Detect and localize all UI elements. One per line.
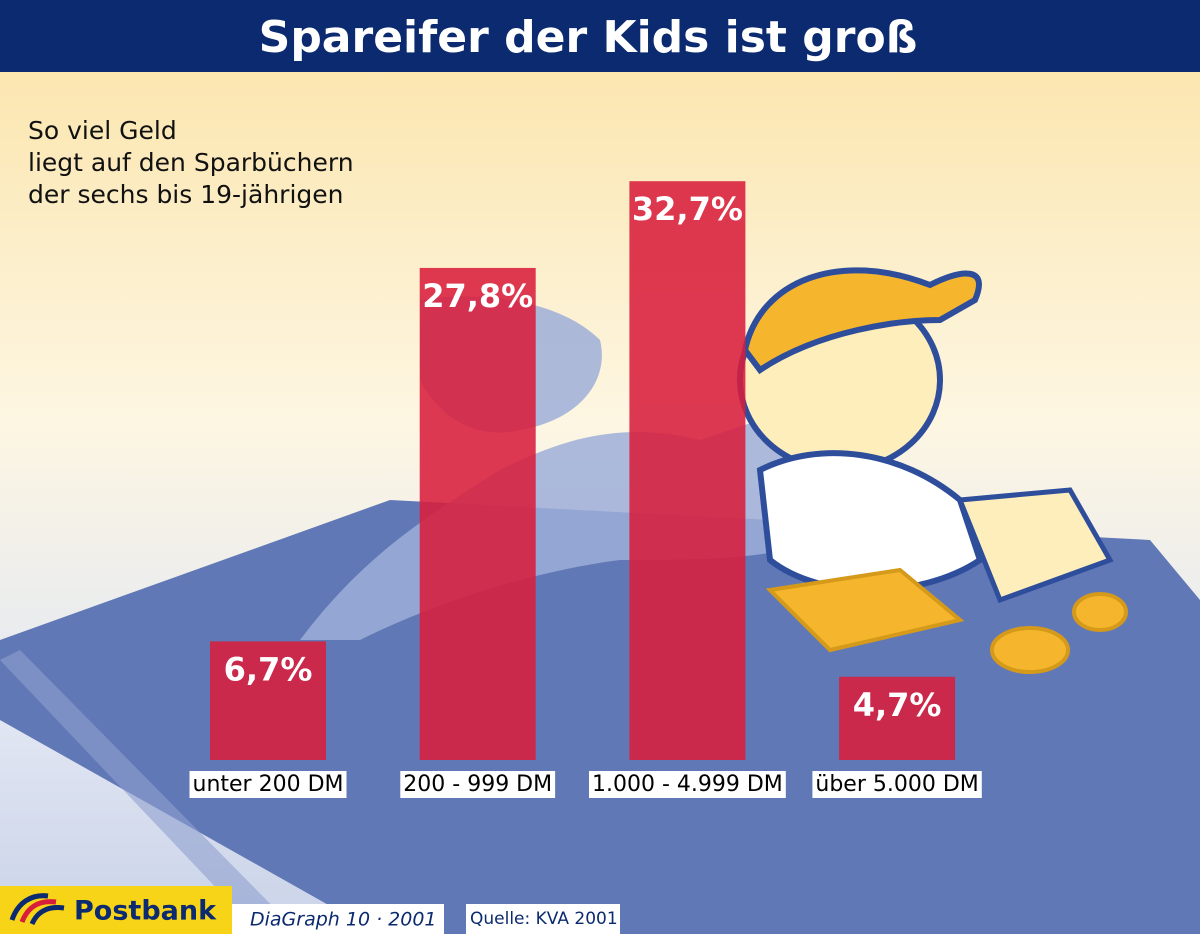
rug-highlight	[0, 650, 300, 934]
label-box	[588, 771, 786, 798]
bars: 6,7% unter 200 DM 27,8% 200 - 999 DM 32,7% 1.…	[189, 181, 982, 798]
bar	[839, 676, 956, 760]
x-tick-label: über 5.000 DM	[815, 772, 978, 797]
title-bar	[0, 0, 1200, 72]
value-label: 4,7%	[853, 686, 942, 724]
x-tick-label: 1.000 - 4.999 DM	[592, 772, 783, 797]
x-tick-label: unter 200 DM	[193, 772, 344, 797]
subtitle: So viel Geld liegt auf den Sparbüchern der…	[28, 116, 354, 209]
series-box	[232, 904, 444, 934]
bar	[210, 641, 326, 760]
source-label: Quelle: KVA 2001	[470, 909, 618, 929]
chart-title: Spareifer der Kids ist groß	[259, 12, 918, 63]
label-box	[812, 771, 982, 798]
subtitle-line: liegt auf den Sparbüchern	[28, 148, 354, 177]
bar	[419, 267, 536, 760]
subtitle-line: der sechs bis 19-jährigen	[28, 180, 344, 209]
label-box	[189, 771, 347, 798]
bar	[629, 181, 746, 760]
value-label: 32,7%	[632, 190, 743, 228]
value-label: 6,7%	[224, 650, 313, 688]
series-label: DiaGraph 10 · 2001	[250, 909, 437, 931]
brand-logo	[9, 893, 65, 926]
footer: Postbank DiaGraph 10 · 2001 Quelle: KVA …	[0, 886, 620, 934]
label-box	[400, 771, 556, 798]
subtitle-line: So viel Geld	[28, 116, 177, 145]
x-tick-label: 200 - 999 DM	[403, 772, 552, 797]
source-box	[466, 904, 620, 934]
brand-name: Postbank	[74, 896, 217, 927]
value-label: 27,8%	[422, 277, 533, 315]
